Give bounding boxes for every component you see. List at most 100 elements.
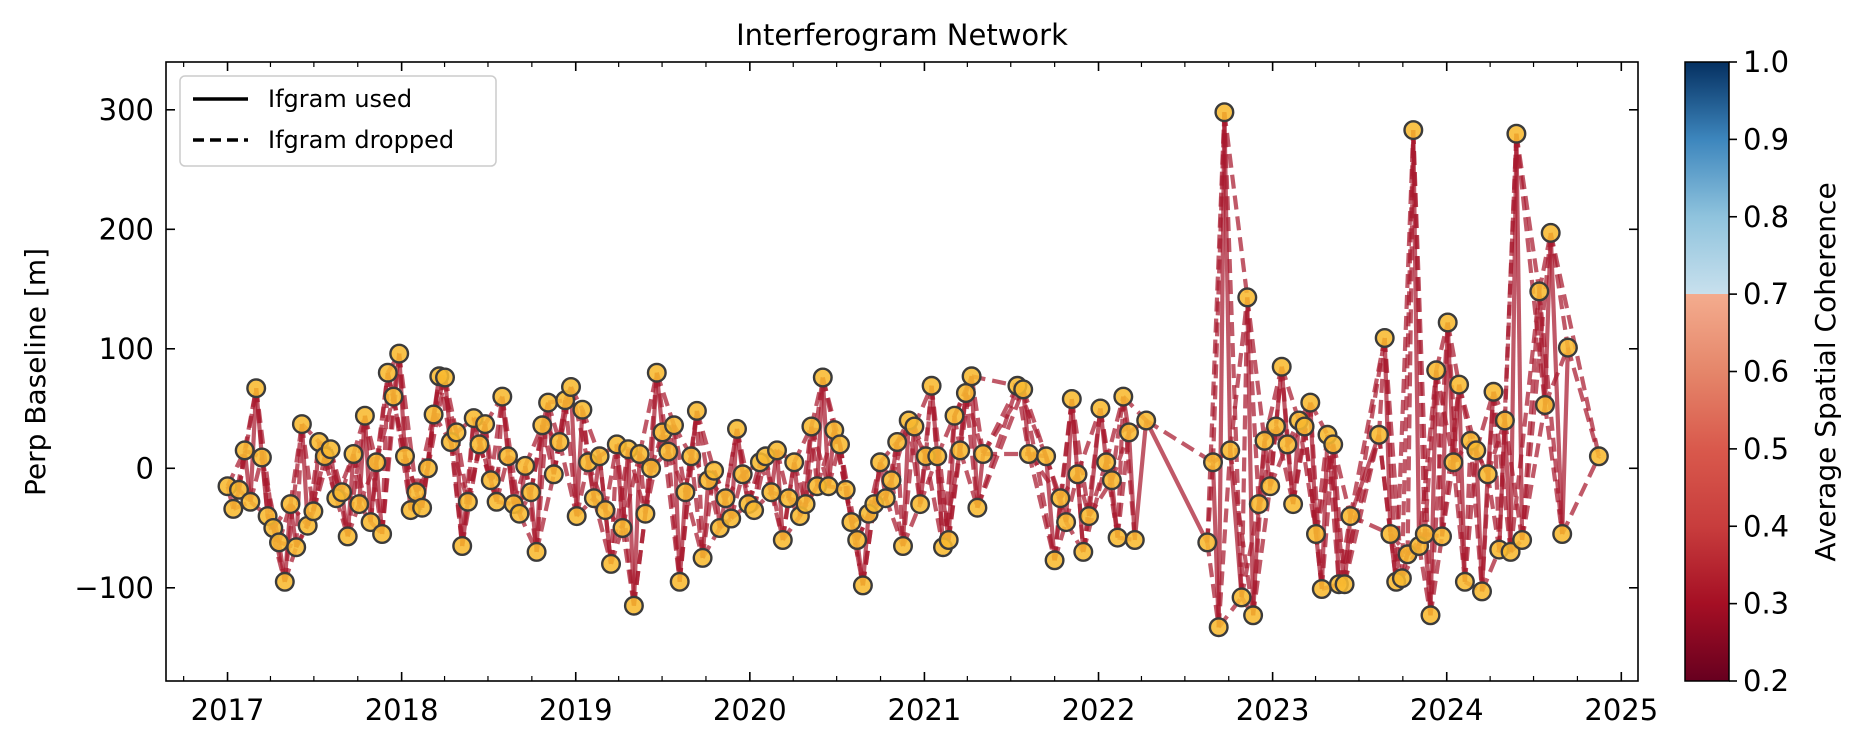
interferogram-edge (1485, 473, 1502, 550)
acquisition-point (1202, 452, 1223, 473)
acquisition-point (938, 530, 959, 551)
acquisition-point (1529, 281, 1550, 302)
acquisition-point (520, 482, 541, 503)
acquisition-point (1044, 550, 1065, 571)
acquisition-point (1494, 410, 1515, 431)
interferogram-edge (362, 415, 373, 523)
interferogram-edge (1439, 322, 1450, 537)
acquisition-point (1113, 386, 1134, 407)
acquisition-point (967, 497, 988, 518)
chart-title: Interferogram Network (736, 18, 1068, 52)
acquisition-point (1414, 524, 1435, 545)
acquisition-point (349, 494, 370, 515)
acquisition-point (1237, 287, 1258, 308)
acquisition-point (1431, 526, 1452, 547)
legend-box (179, 75, 497, 167)
acquisition-point (515, 455, 536, 476)
interferogram-edge (1348, 337, 1387, 517)
acquisition-point (1248, 494, 1269, 515)
acquisition-point (1283, 494, 1304, 515)
acquisition-point (492, 386, 513, 407)
acquisition-point (641, 458, 662, 479)
interferogram-edge (1560, 455, 1601, 535)
acquisition-point (1466, 440, 1487, 461)
acquisition-point (1374, 328, 1395, 349)
colorbar-tick-label: 0.6 (1743, 355, 1789, 389)
interferogram-edge (1399, 130, 1416, 579)
acquisition-point (772, 530, 793, 551)
legend-label-used: Ifgram used (268, 85, 412, 113)
acquisition-point (601, 553, 622, 574)
acquisition-point (629, 444, 650, 465)
interferogram-edge (374, 396, 396, 463)
acquisition-point (669, 571, 690, 592)
acquisition-point (686, 400, 707, 421)
acquisition-point (1552, 524, 1573, 545)
acquisition-point (332, 482, 353, 503)
acquisition-point (280, 494, 301, 515)
acquisition-point (389, 343, 410, 364)
acquisition-point (1483, 381, 1504, 402)
interferogram-edge (442, 377, 465, 547)
colorbar-tick-label: 0.4 (1743, 509, 1789, 543)
interferogram-edge (494, 396, 505, 502)
interferogram-edge (1044, 456, 1057, 561)
acquisition-point (955, 383, 976, 404)
acquisition-point (286, 537, 307, 558)
interferogram-edge (923, 455, 946, 548)
interferogram-edge (351, 453, 373, 523)
interferogram-edge (1405, 130, 1416, 555)
plot-area: 2017 2018 2019 2020 2021 2022 2023 2024 2025 300… (74, 61, 1658, 727)
y-tick-label: 300 (99, 93, 154, 127)
colorbar-tick-label: 1.0 (1743, 45, 1789, 79)
interferogram-edge (1560, 347, 1570, 535)
interferogram-edge (534, 402, 551, 553)
acquisition-point (1437, 312, 1458, 333)
acquisition-point (1449, 374, 1470, 395)
acquisition-point (291, 414, 312, 435)
acquisition-point (921, 375, 942, 396)
acquisition-point (732, 464, 753, 485)
acquisition-point (1136, 410, 1157, 431)
plot-frame (165, 61, 1639, 682)
interferogram-edge (1331, 443, 1353, 517)
x-tick-label: 2023 (1236, 693, 1310, 727)
acquisition-point (852, 575, 873, 596)
acquisition-point (1340, 506, 1361, 527)
acquisition-point (475, 414, 496, 435)
interferogram-edge (1058, 398, 1074, 499)
acquisition-point (395, 446, 416, 467)
acquisition-point (835, 479, 856, 500)
acquisition-point (423, 404, 444, 425)
interferogram-edge (1228, 450, 1256, 616)
acquisition-point (1013, 379, 1034, 400)
acquisition-point (1197, 532, 1218, 553)
acquisition-point (583, 488, 604, 509)
y-tick-label: −100 (74, 571, 154, 605)
acquisition-point (1420, 605, 1441, 626)
acquisition-point (246, 378, 267, 399)
legend-label-dropped: Ifgram dropped (268, 126, 454, 154)
acquisition-point (812, 367, 833, 388)
acquisition-point (595, 500, 616, 521)
acquisition-point (228, 479, 249, 500)
acquisition-point (532, 415, 553, 436)
acquisition-point (337, 526, 358, 547)
acquisition-point (704, 460, 725, 481)
acquisition-point (446, 422, 467, 443)
acquisition-point (1124, 530, 1145, 551)
acquisition-point (927, 446, 948, 467)
acquisition-point (744, 500, 765, 521)
acquisition-point (412, 497, 433, 518)
acquisition-point (509, 503, 530, 524)
x-axis: 2017 2018 2019 2020 2021 2022 2023 2024 2025 (183, 62, 1658, 727)
interferogram-edge (1210, 112, 1227, 463)
colorbar-ticks: 1.0 0.9 0.8 0.7 0.6 0.5 0.4 0.3 0.2 (1729, 45, 1789, 698)
x-tick-label: 2019 (539, 693, 613, 727)
acquisition-point (910, 494, 931, 515)
interferogram-edge (1245, 297, 1267, 442)
interferogram-edge (1086, 408, 1103, 517)
interferogram-edge (631, 453, 642, 606)
acquisition-point (303, 501, 324, 522)
acquisition-point (223, 498, 244, 519)
